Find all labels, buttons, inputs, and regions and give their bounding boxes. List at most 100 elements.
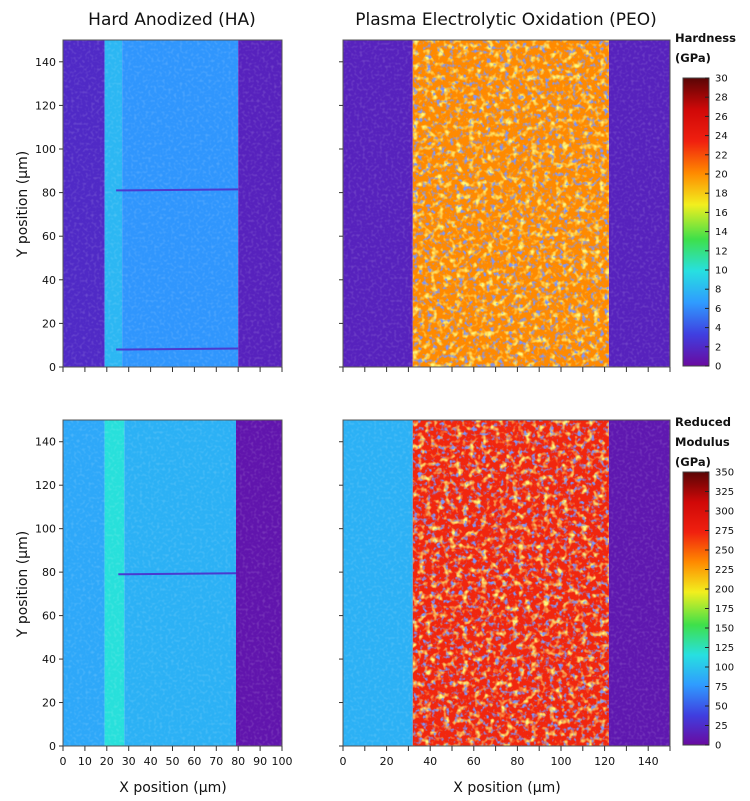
colorbar-tick-label: 18 [715,189,728,200]
region-grain [63,40,105,367]
colorbar-tick-label: 0 [715,741,721,752]
colorbar-tick-label: 20 [715,170,728,181]
colorbar-tick-label: 6 [715,304,721,315]
x-tick-label: 40 [144,755,158,768]
y-tick-label: 120 [35,99,56,112]
x-tick-label: 40 [423,755,437,768]
x-tick-label: 120 [594,755,615,768]
y-tick-label: 140 [35,436,56,449]
colorbar-tick-label: 150 [715,624,734,635]
x-tick-label: 100 [272,755,293,768]
colorbar-tick-label: 325 [715,487,734,498]
y-tick-label: 40 [42,653,56,666]
colorbar-tick-label: 200 [715,585,734,596]
coating-pores [412,420,609,746]
colorbar-tick-label: 225 [715,565,734,576]
ylabel-top: Y position (µm) [15,151,31,258]
colorbar-tick-label: 12 [715,246,728,257]
colorbar-tick-label: 0 [715,362,721,373]
y-tick-label: 20 [42,697,56,710]
colorbar-tick-label: 25 [715,721,728,732]
y-tick-label: 100 [35,523,56,536]
colorbar-modulus-title-1: Reduced [675,415,731,429]
y-tick-label: 100 [35,143,56,156]
colorbar-tick-label: 250 [715,546,734,557]
colorbar-tick-label: 16 [715,208,728,219]
xlabel-ha: X position (µm) [119,780,226,796]
colorbar-tick-label: 100 [715,663,734,674]
coating-pores [412,40,609,367]
colorbar-tick-label: 28 [715,93,728,104]
y-tick-label: 60 [42,230,56,243]
panel-peo-modulus: 0 20 40 60 80 100 120 140 [339,419,671,768]
colorbar-tick-label: 24 [715,131,728,142]
title-peo: Plasma Electrolytic Oxidation (PEO) [355,10,656,30]
colorbar-gradient [682,77,710,367]
region-grain [343,40,413,367]
region-grain [104,420,125,746]
region-grain [236,420,282,746]
y-tick-label: 40 [42,274,56,287]
x-tick-label: 60 [187,755,201,768]
region-grain [122,40,239,367]
x-tick-label: 80 [510,755,524,768]
xlabel-peo: X position (µm) [453,780,560,796]
colorbar-tick-label: 350 [715,468,734,479]
colorbar-modulus: 0 25 50 75 100 125 150 175 200 225 250 275 300 325 350 [682,468,734,752]
x-tick-label: 20 [380,755,394,768]
colorbar-tick-label: 30 [715,74,728,85]
region-grain [343,420,413,746]
y-tick-label: 80 [42,187,56,200]
colorbar-tick-label: 10 [715,266,728,277]
colorbar-hardness-title-1: Hardness [675,31,736,45]
y-tick-label: 140 [35,56,56,69]
x-tick-label: 50 [166,755,180,768]
panel-border [342,39,671,368]
colorbar-tick-label: 14 [715,227,728,238]
x-tick-label: 10 [78,755,92,768]
y-tick-label: 0 [49,740,56,753]
colorbar-tick-label: 75 [715,682,728,693]
colorbar-tick-label: 4 [715,323,721,334]
panel-border [342,419,671,747]
x-tick-label: 70 [209,755,223,768]
colorbar-modulus-title-2: Modulus [675,435,730,449]
colorbar-tick-label: 26 [715,112,728,123]
panel-peo-hardness [339,39,671,372]
panel-ha-modulus: 0 20 40 60 80 100 120 140 0 10 20 30 40 50 60 70 80 90 100 [35,419,293,768]
crack-line [118,572,237,576]
x-tick-label: 0 [340,755,347,768]
colorbar-hardness-title-2: (GPa) [675,51,711,65]
crack-line [116,188,239,192]
x-tick-label: 90 [253,755,267,768]
region-grain [608,40,670,367]
region-grain [608,420,670,746]
y-tick-label: 60 [42,610,56,623]
region-grain [124,420,237,746]
colorbar-tick-label: 300 [715,507,734,518]
x-tick-label: 80 [231,755,245,768]
colorbar-gradient [682,471,710,746]
colorbar-tick-label: 175 [715,604,734,615]
x-tick-label: 60 [467,755,481,768]
panel-ha-hardness: 0 20 40 60 80 100 120 140 [35,39,283,374]
y-tick-label: 120 [35,479,56,492]
y-tick-label: 80 [42,566,56,579]
x-tick-label: 100 [551,755,572,768]
colorbar-tick-label: 22 [715,150,728,161]
region-grain [238,40,282,367]
x-tick-label: 0 [60,755,67,768]
x-tick-label: 30 [122,755,136,768]
title-ha: Hard Anodized (HA) [88,10,256,30]
region-grain [63,420,105,746]
colorbar-tick-label: 8 [715,285,721,296]
ylabel-bottom: Y position (µm) [15,531,31,638]
colorbar-tick-label: 125 [715,643,734,654]
colorbar-modulus-title-3: (GPa) [675,455,711,469]
x-tick-label: 20 [100,755,114,768]
colorbar-tick-label: 50 [715,702,728,713]
x-tick-label: 140 [638,755,659,768]
region-grain [104,40,123,367]
